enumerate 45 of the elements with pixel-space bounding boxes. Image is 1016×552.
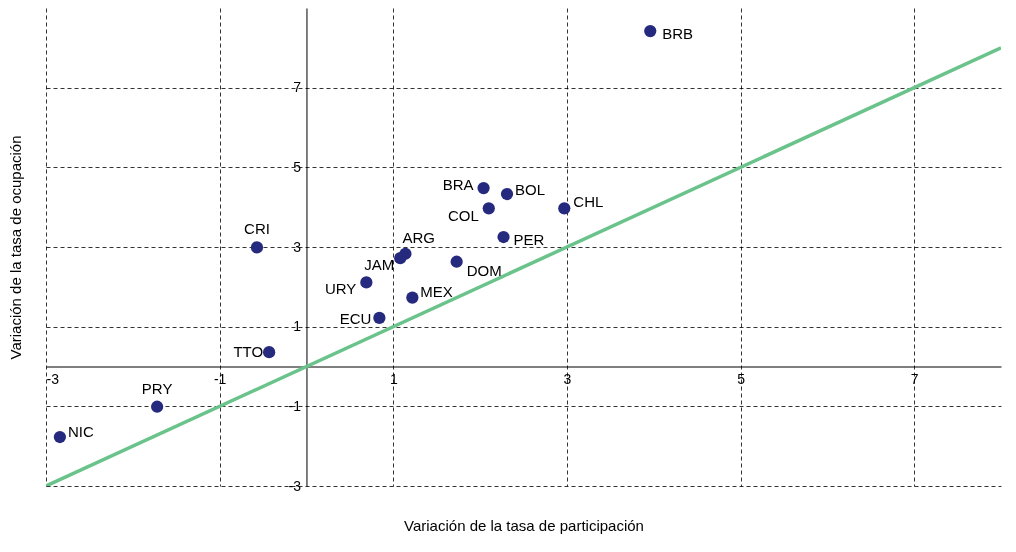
y-axis-title: Variación de la tasa de ocupación [7, 135, 25, 360]
point [477, 181, 490, 195]
point [373, 311, 386, 325]
annotation: BRB [662, 25, 694, 43]
annotation: BRA [442, 176, 474, 194]
point [360, 276, 373, 289]
x-tick-label: 1 [389, 371, 398, 387]
point [450, 255, 463, 268]
y-tick-label: 7 [293, 79, 302, 96]
annotation: TTO [233, 343, 264, 361]
annotation: ECU [339, 309, 372, 327]
point [250, 241, 264, 254]
point [151, 400, 164, 413]
point [497, 230, 510, 244]
point [644, 24, 657, 38]
point [500, 187, 514, 201]
annotation: NIC [67, 423, 94, 441]
annotation: COL [447, 207, 479, 225]
point [394, 252, 407, 265]
x-tick-label: -3 [46, 371, 60, 387]
annotation: CRI [244, 220, 270, 238]
y-tick-label: -1 [288, 397, 302, 414]
y-tick-label: -3 [288, 477, 302, 494]
y-tick-label: 5 [293, 158, 302, 175]
point [53, 430, 67, 444]
y-tick-label: 3 [293, 238, 302, 255]
point [558, 202, 571, 215]
annotation: MEX [420, 282, 453, 300]
x-tick-label: -1 [213, 371, 227, 387]
x-tick-label: 3 [563, 371, 572, 387]
x-tick-label: 7 [910, 371, 919, 387]
annotation: DOM [466, 261, 502, 279]
annotation: CHL [573, 193, 604, 211]
x-axis-title: Variación de la tasa de participación [404, 516, 644, 534]
annotation: ARG [402, 228, 435, 246]
point [482, 202, 495, 215]
annotation: PRY [141, 379, 173, 397]
y-tick-label: 1 [293, 318, 302, 335]
annotation: PER [513, 231, 545, 249]
point [263, 346, 276, 359]
annotation: URY [324, 280, 357, 298]
point [406, 291, 419, 304]
annotation: JAM [364, 256, 395, 274]
annotation: BOL [515, 181, 546, 199]
x-tick-label: 5 [737, 371, 746, 387]
